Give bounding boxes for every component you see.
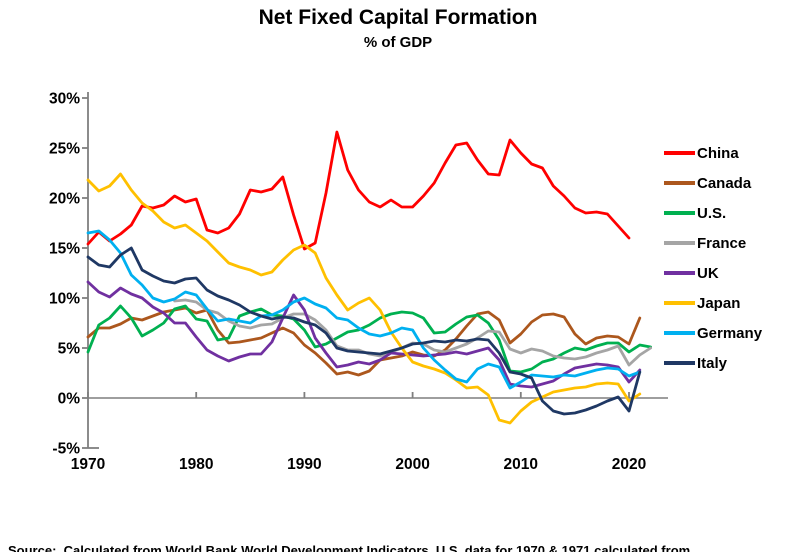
x-tick-label: 2020 [612, 456, 646, 473]
legend-swatch [664, 181, 695, 185]
chart-title: Net Fixed Capital Formation [258, 6, 538, 29]
legend-label: Canada [697, 174, 752, 192]
x-tick-label: 1970 [71, 456, 105, 473]
y-tick-label: -5% [52, 441, 80, 458]
legend-swatch [664, 151, 695, 155]
legend: China Canada U.S. France UK Japan Germany Italy [664, 138, 762, 378]
legend-label: Italy [697, 354, 728, 372]
y-tick-label: 30% [49, 91, 80, 108]
x-tick-label: 2010 [504, 456, 538, 473]
series-line-germany [86, 229, 642, 390]
series-line-us [86, 304, 652, 374]
legend-label: UK [697, 264, 719, 282]
legend-label: France [697, 234, 747, 252]
series-line-italy [86, 246, 642, 416]
y-tick-label: 25% [49, 141, 80, 158]
series-line-canada [86, 306, 642, 377]
x-tick-label: 1990 [287, 456, 321, 473]
legend-item-uk: UK [664, 258, 762, 288]
series-line-japan [86, 172, 642, 425]
x-tick-label: 2000 [395, 456, 429, 473]
legend-label: Japan [697, 294, 741, 312]
chart-subtitle: % of GDP [363, 34, 433, 51]
legend-item-japan: Japan [664, 288, 762, 318]
series-line-uk [86, 280, 642, 389]
legend-swatch [664, 301, 695, 305]
legend-swatch [664, 331, 695, 335]
y-tick-label: 15% [49, 241, 80, 258]
legend-item-canada: Canada [664, 168, 762, 198]
legend-label: U.S. [697, 204, 727, 222]
x-tick-label: 1980 [179, 456, 213, 473]
source-text: Source: Calculated from World Bank World… [8, 503, 796, 552]
plot-area: 30% 25% 20% 15% 10% 5% 0% -5%1970 1980 1990 2000 20… [49, 91, 668, 473]
legend-swatch [664, 211, 695, 215]
legend-item-germany: Germany [664, 318, 762, 348]
legend-swatch [664, 271, 695, 275]
legend-label: China [697, 144, 739, 162]
legend-swatch [664, 241, 695, 245]
y-tick-label: 10% [49, 291, 80, 308]
y-tick-label: 0% [58, 391, 81, 408]
series-line-china [86, 130, 631, 251]
legend-label: Germany [697, 324, 763, 342]
legend-item-us: U.S. [664, 198, 762, 228]
legend-item-china: China [664, 138, 762, 168]
legend-item-italy: Italy [664, 348, 762, 378]
y-tick-label: 5% [58, 341, 81, 358]
legend-swatch [664, 361, 695, 365]
y-tick-label: 20% [49, 191, 80, 208]
legend-item-france: France [664, 228, 762, 258]
source-line-1: Source: Calculated from World Bank World… [8, 543, 691, 552]
